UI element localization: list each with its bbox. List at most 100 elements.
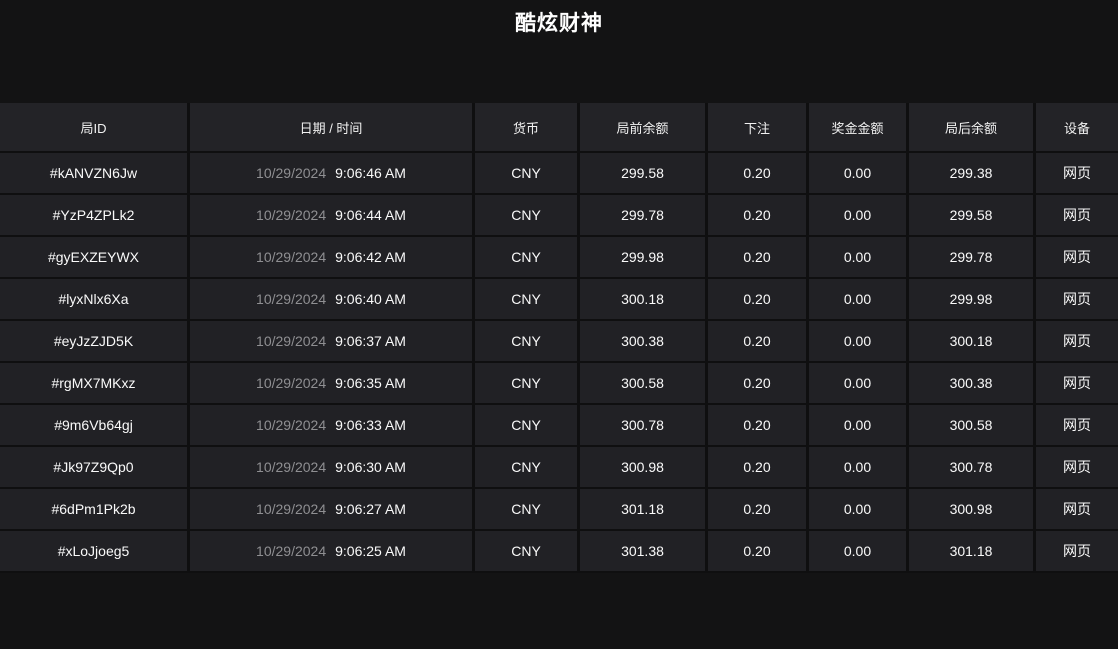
- cell-datetime: 10/29/2024 9:06:33 AM: [190, 405, 475, 447]
- date-text: 10/29/2024: [256, 249, 327, 265]
- cell-balance-after: 300.58: [909, 405, 1036, 447]
- col-header-round-id: 局ID: [0, 103, 190, 153]
- time-text: 9:06:33 AM: [335, 417, 406, 433]
- cell-datetime: 10/29/2024 9:06:44 AM: [190, 195, 475, 237]
- cell-balance-before: 301.38: [580, 531, 708, 573]
- round-id-text: #Jk97Z9Qp0: [53, 459, 134, 475]
- cell-balance-before: 299.98: [580, 237, 708, 279]
- cell-balance-before: 299.58: [580, 153, 708, 195]
- table-body: #kANVZN6Jw 10/29/2024 9:06:46 AM CNY 299.…: [0, 153, 1118, 573]
- cell-round-id: #9m6Vb64gj: [0, 405, 190, 447]
- cell-currency: CNY: [475, 447, 580, 489]
- cell-balance-before: 300.98: [580, 447, 708, 489]
- cell-device: 网页: [1036, 279, 1118, 321]
- col-header-device: 设备: [1036, 103, 1118, 153]
- time-text: 9:06:27 AM: [335, 501, 406, 517]
- date-text: 10/29/2024: [256, 417, 327, 433]
- cell-balance-before: 300.38: [580, 321, 708, 363]
- col-header-balance-before: 局前余额: [580, 103, 708, 153]
- cell-device: 网页: [1036, 447, 1118, 489]
- table-row: #Jk97Z9Qp0 10/29/2024 9:06:30 AM CNY 300.…: [0, 447, 1118, 489]
- cell-prize: 0.00: [809, 447, 909, 489]
- cell-prize: 0.00: [809, 195, 909, 237]
- table-row: #6dPm1Pk2b 10/29/2024 9:06:27 AM CNY 301.…: [0, 489, 1118, 531]
- cell-device: 网页: [1036, 405, 1118, 447]
- cell-prize: 0.00: [809, 405, 909, 447]
- cell-bet: 0.20: [708, 363, 809, 405]
- col-header-datetime: 日期 / 时间: [190, 103, 475, 153]
- cell-round-id: #eyJzZJD5K: [0, 321, 190, 363]
- cell-datetime: 10/29/2024 9:06:25 AM: [190, 531, 475, 573]
- cell-balance-before: 300.18: [580, 279, 708, 321]
- cell-device: 网页: [1036, 363, 1118, 405]
- cell-balance-after: 300.38: [909, 363, 1036, 405]
- game-history-table: 局ID 日期 / 时间 货币 局前余额 下注 奖金金额 局后余额 设备 #kAN…: [0, 103, 1118, 573]
- time-text: 9:06:30 AM: [335, 459, 406, 475]
- date-text: 10/29/2024: [256, 165, 327, 181]
- cell-round-id: #kANVZN6Jw: [0, 153, 190, 195]
- cell-round-id: #rgMX7MKxz: [0, 363, 190, 405]
- time-text: 9:06:42 AM: [335, 249, 406, 265]
- date-text: 10/29/2024: [256, 501, 327, 517]
- cell-prize: 0.00: [809, 153, 909, 195]
- cell-bet: 0.20: [708, 531, 809, 573]
- cell-balance-before: 299.78: [580, 195, 708, 237]
- cell-round-id: #YzP4ZPLk2: [0, 195, 190, 237]
- cell-round-id: #6dPm1Pk2b: [0, 489, 190, 531]
- time-text: 9:06:40 AM: [335, 291, 406, 307]
- cell-bet: 0.20: [708, 195, 809, 237]
- cell-datetime: 10/29/2024 9:06:42 AM: [190, 237, 475, 279]
- cell-currency: CNY: [475, 405, 580, 447]
- cell-round-id: #lyxNlx6Xa: [0, 279, 190, 321]
- time-text: 9:06:25 AM: [335, 543, 406, 559]
- cell-prize: 0.00: [809, 321, 909, 363]
- table-row: #kANVZN6Jw 10/29/2024 9:06:46 AM CNY 299.…: [0, 153, 1118, 195]
- cell-prize: 0.00: [809, 363, 909, 405]
- cell-datetime: 10/29/2024 9:06:27 AM: [190, 489, 475, 531]
- table-row: #9m6Vb64gj 10/29/2024 9:06:33 AM CNY 300.…: [0, 405, 1118, 447]
- time-text: 9:06:46 AM: [335, 165, 406, 181]
- cell-balance-after: 299.78: [909, 237, 1036, 279]
- cell-device: 网页: [1036, 321, 1118, 363]
- cell-round-id: #gyEXZEYWX: [0, 237, 190, 279]
- table-row: #YzP4ZPLk2 10/29/2024 9:06:44 AM CNY 299.…: [0, 195, 1118, 237]
- cell-prize: 0.00: [809, 237, 909, 279]
- round-id-text: #eyJzZJD5K: [53, 333, 134, 349]
- cell-currency: CNY: [475, 279, 580, 321]
- cell-bet: 0.20: [708, 279, 809, 321]
- cell-round-id: #Jk97Z9Qp0: [0, 447, 190, 489]
- cell-round-id: #xLoJjoeg5: [0, 531, 190, 573]
- col-header-balance-after: 局后余额: [909, 103, 1036, 153]
- cell-datetime: 10/29/2024 9:06:30 AM: [190, 447, 475, 489]
- round-id-text: #kANVZN6Jw: [49, 165, 138, 181]
- cell-prize: 0.00: [809, 489, 909, 531]
- table-header-row: 局ID 日期 / 时间 货币 局前余额 下注 奖金金额 局后余额 设备: [0, 103, 1118, 153]
- cell-balance-after: 300.78: [909, 447, 1036, 489]
- time-text: 9:06:44 AM: [335, 207, 406, 223]
- cell-currency: CNY: [475, 489, 580, 531]
- cell-datetime: 10/29/2024 9:06:35 AM: [190, 363, 475, 405]
- cell-bet: 0.20: [708, 447, 809, 489]
- table-row: #rgMX7MKxz 10/29/2024 9:06:35 AM CNY 300.…: [0, 363, 1118, 405]
- cell-balance-before: 300.58: [580, 363, 708, 405]
- round-id-text: #6dPm1Pk2b: [51, 501, 136, 517]
- cell-datetime: 10/29/2024 9:06:40 AM: [190, 279, 475, 321]
- cell-bet: 0.20: [708, 321, 809, 363]
- table-row: #eyJzZJD5K 10/29/2024 9:06:37 AM CNY 300.…: [0, 321, 1118, 363]
- cell-balance-after: 300.18: [909, 321, 1036, 363]
- table-row: #gyEXZEYWX 10/29/2024 9:06:42 AM CNY 299.…: [0, 237, 1118, 279]
- table-row: #lyxNlx6Xa 10/29/2024 9:06:40 AM CNY 300.…: [0, 279, 1118, 321]
- cell-device: 网页: [1036, 153, 1118, 195]
- cell-datetime: 10/29/2024 9:06:46 AM: [190, 153, 475, 195]
- date-text: 10/29/2024: [256, 291, 327, 307]
- cell-currency: CNY: [475, 363, 580, 405]
- cell-device: 网页: [1036, 489, 1118, 531]
- cell-bet: 0.20: [708, 489, 809, 531]
- cell-prize: 0.00: [809, 531, 909, 573]
- time-text: 9:06:37 AM: [335, 333, 406, 349]
- table-row: #xLoJjoeg5 10/29/2024 9:06:25 AM CNY 301.…: [0, 531, 1118, 573]
- cell-bet: 0.20: [708, 237, 809, 279]
- date-text: 10/29/2024: [256, 333, 327, 349]
- cell-balance-before: 301.18: [580, 489, 708, 531]
- round-id-text: #gyEXZEYWX: [47, 249, 140, 265]
